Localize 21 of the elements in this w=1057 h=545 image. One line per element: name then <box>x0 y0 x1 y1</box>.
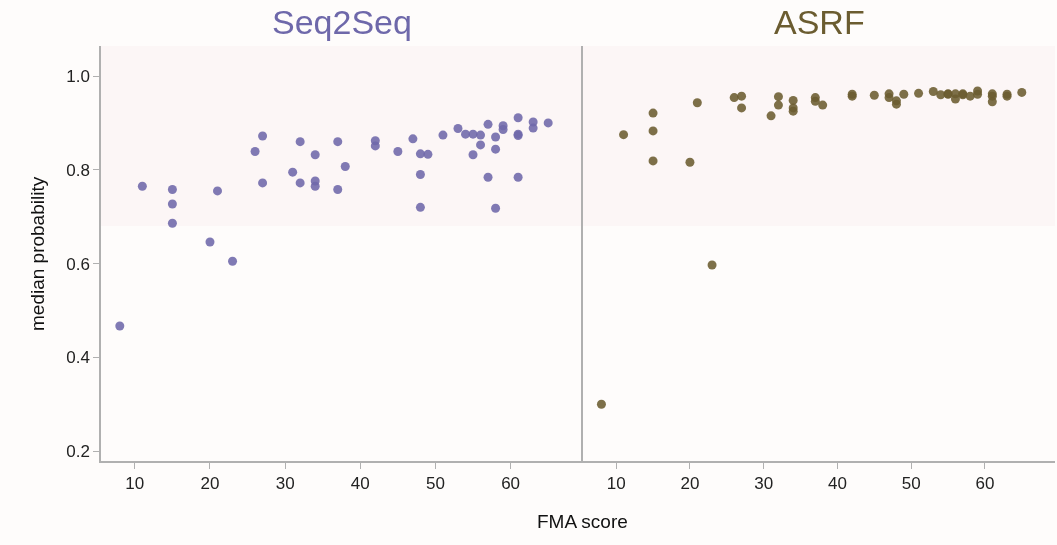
x-tick-label: 40 <box>827 474 847 494</box>
x-tick-label: 20 <box>200 474 220 494</box>
y-tick-label: 0.8 <box>66 160 90 180</box>
y-tick-label: 0.2 <box>66 442 90 462</box>
x-tick-label: 10 <box>606 474 626 494</box>
x-axis-title: FMA score <box>537 511 628 532</box>
x-tick-label: 30 <box>275 474 295 494</box>
x-tick-label: 10 <box>125 474 145 494</box>
chart-title: Seq2Seq <box>272 3 412 41</box>
x-tick-label: 40 <box>350 474 370 494</box>
y-tick-label: 1.0 <box>66 66 90 86</box>
x-tick-label: 60 <box>975 474 995 494</box>
chart-title: ASRF <box>774 3 865 41</box>
x-tick-label: 50 <box>901 474 921 494</box>
y-axis-title: median probability <box>27 176 48 331</box>
x-tick-label: 20 <box>680 474 700 494</box>
y-tick-label: 0.6 <box>66 254 90 274</box>
x-tick-label: 30 <box>754 474 774 494</box>
x-tick-label: 50 <box>425 474 445 494</box>
x-tick-label: 60 <box>501 474 521 494</box>
y-tick-label: 0.4 <box>66 348 90 368</box>
